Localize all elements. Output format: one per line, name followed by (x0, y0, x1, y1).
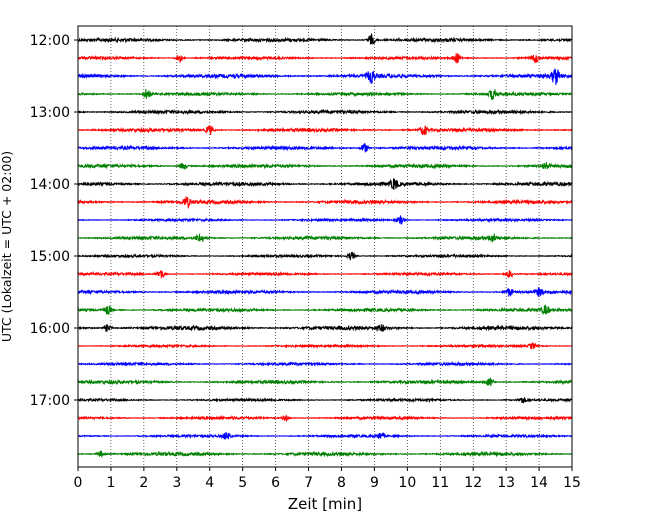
y-tick-label: 12:00 (30, 33, 70, 49)
trace-line (77, 396, 573, 404)
trace-line (77, 68, 573, 86)
x-tick-label: 10 (398, 475, 416, 491)
x-tick-label: 13 (497, 475, 515, 491)
x-tick-label: 7 (304, 475, 313, 491)
trace-line (77, 233, 573, 243)
plot-frame (77, 25, 573, 468)
y-axis-ticks: 12:00 13:00 14:00 15:00 16:00 17:00 (30, 33, 78, 409)
y-tick-label: 13:00 (30, 105, 70, 121)
trace-line (77, 450, 573, 458)
y-axis-label: UTC (Lokalzeit = UTC + 02:00) (0, 151, 14, 342)
trace-line (77, 431, 573, 440)
trace-line (77, 196, 573, 210)
x-tick-label: 2 (139, 475, 148, 491)
x-axis-label: Zeit [min] (288, 495, 362, 513)
y-tick-label: 14:00 (30, 177, 70, 193)
trace-line (77, 88, 573, 101)
y-tick-label: 17:00 (30, 393, 70, 409)
trace-line (77, 270, 573, 279)
trace-line (77, 377, 573, 387)
grid-lines (110, 26, 540, 467)
trace-line (77, 108, 573, 116)
trace-line (77, 304, 573, 316)
trace-line (77, 161, 573, 170)
trace-line (77, 414, 573, 423)
x-tick-label: 4 (205, 475, 214, 491)
trace-line (77, 251, 573, 261)
x-tick-label: 12 (464, 475, 482, 491)
x-tick-label: 1 (106, 475, 115, 491)
x-tick-label: 8 (337, 475, 346, 491)
x-axis-ticks: 0 1 2 3 4 5 6 7 8 9 10 11 12 13 14 15 (74, 467, 581, 491)
trace-line (77, 125, 573, 136)
x-tick-label: 11 (431, 475, 449, 491)
x-tick-label: 0 (74, 475, 83, 491)
x-tick-label: 14 (530, 475, 548, 491)
trace-line (77, 178, 573, 190)
y-tick-label: 16:00 (30, 321, 70, 337)
x-tick-label: 3 (172, 475, 181, 491)
trace-line (77, 341, 573, 350)
trace-line (77, 215, 573, 225)
trace-line (77, 53, 573, 64)
seismogram-traces (77, 32, 573, 458)
trace-line (77, 143, 573, 153)
x-tick-label: 5 (238, 475, 247, 491)
trace-line (77, 360, 573, 368)
x-tick-label: 15 (563, 475, 581, 491)
trace-line (77, 287, 573, 298)
y-tick-label: 15:00 (30, 249, 70, 265)
x-tick-label: 6 (271, 475, 280, 491)
trace-line (77, 323, 573, 333)
trace-line (77, 32, 573, 45)
x-tick-label: 9 (370, 475, 379, 491)
